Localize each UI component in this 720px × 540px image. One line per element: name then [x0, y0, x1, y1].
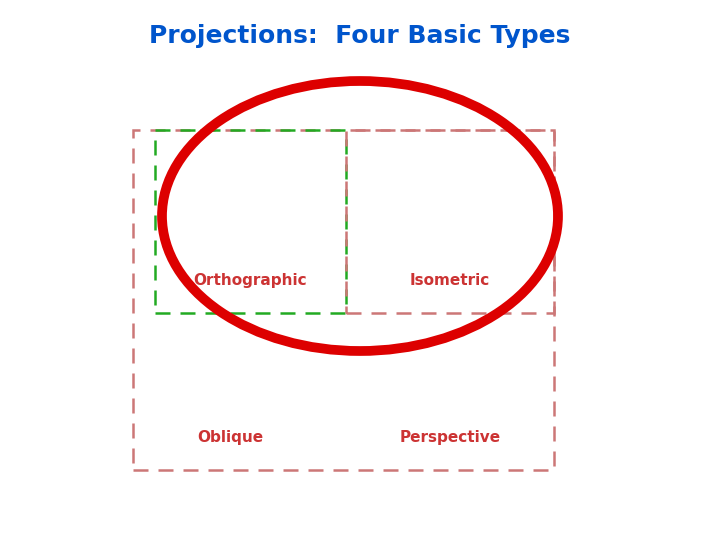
Text: Projections:  Four Basic Types: Projections: Four Basic Types: [149, 24, 571, 48]
Text: Orthographic: Orthographic: [194, 273, 307, 288]
Bar: [133, 130, 554, 470]
Text: Isometric: Isometric: [410, 273, 490, 288]
Text: Perspective: Perspective: [400, 430, 500, 445]
Bar: [346, 130, 554, 313]
Text: Oblique: Oblique: [197, 430, 264, 445]
Bar: [155, 130, 346, 313]
